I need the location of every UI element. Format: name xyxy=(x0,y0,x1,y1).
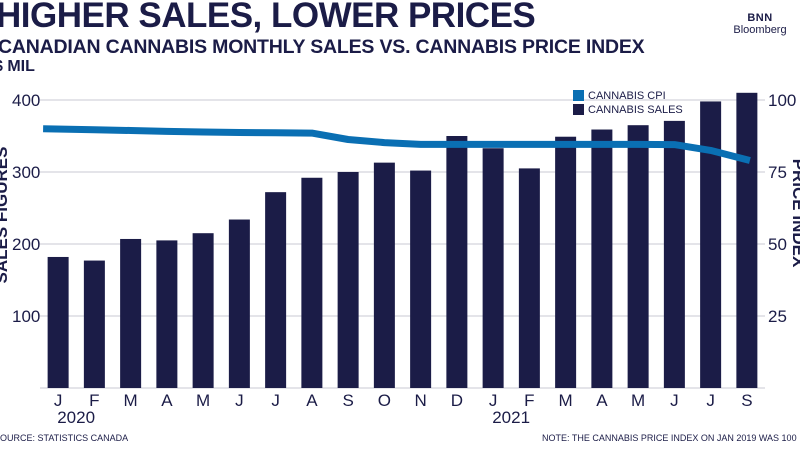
x-tick-label: S xyxy=(342,391,353,410)
legend-swatch-cpi xyxy=(573,90,584,101)
x-tick-label: N xyxy=(414,391,426,410)
bar-sales xyxy=(301,177,323,388)
bar-sales xyxy=(337,172,359,388)
y-right-axis-title: PRICE INDEX xyxy=(789,159,800,268)
x-tick-label: A xyxy=(306,391,318,410)
bar-sales xyxy=(482,148,504,388)
bar-sales xyxy=(410,170,432,388)
x-tick-label: F xyxy=(89,391,99,410)
x-tick-label: M xyxy=(124,391,138,410)
x-tick-label: J xyxy=(271,391,280,410)
legend-label-sales: CANNABIS SALES xyxy=(588,104,683,116)
year-label: 2021 xyxy=(492,408,530,427)
x-tick-label: M xyxy=(631,391,645,410)
y-tick-label: 200 xyxy=(12,235,40,254)
x-tick-label: J xyxy=(670,391,679,410)
x-tick-label: A xyxy=(596,391,608,410)
line-cpi xyxy=(43,125,751,164)
index-note: NOTE: THE CANNABIS PRICE INDEX ON JAN 20… xyxy=(542,433,797,443)
logo-line-1: BNN xyxy=(747,12,773,24)
bar-sales xyxy=(265,192,287,388)
y-axis-title: SALES FIGURES xyxy=(0,147,11,284)
bar-sales xyxy=(518,168,540,388)
bar-sales xyxy=(555,136,577,388)
year-label: 2020 xyxy=(57,408,95,427)
bar-sales xyxy=(446,136,468,388)
x-tick-label: J xyxy=(489,391,498,410)
bar-sales xyxy=(83,260,105,388)
y-right-tick-label: 100 xyxy=(768,91,796,110)
bar-sales xyxy=(700,101,722,388)
bar-sales xyxy=(228,219,250,388)
bnn-bloomberg-logo: BNN Bloomberg xyxy=(725,12,795,36)
chart-subtitle: CANADIAN CANNABIS MONTHLY SALES VS. CANN… xyxy=(0,36,645,58)
x-tick-label: A xyxy=(161,391,173,410)
x-tick-label: J xyxy=(706,391,715,410)
x-tick-label: J xyxy=(54,391,63,410)
x-tick-label: M xyxy=(559,391,573,410)
bar-sales xyxy=(192,233,214,388)
legend-swatch-sales xyxy=(573,104,584,115)
y-right-tick-label: 75 xyxy=(768,163,787,182)
bar-sales xyxy=(591,129,613,388)
x-tick-label: J xyxy=(235,391,244,410)
x-tick-label: S xyxy=(741,391,752,410)
x-tick-label: D xyxy=(451,391,463,410)
x-tick-label: F xyxy=(524,391,534,410)
legend-label-cpi: CANNABIS CPI xyxy=(588,90,666,102)
bar-sales xyxy=(736,92,758,389)
logo-line-2: Bloomberg xyxy=(733,24,787,36)
bar-sales xyxy=(120,238,142,388)
bar-sales xyxy=(627,125,649,388)
bar-sales xyxy=(47,256,69,388)
x-tick-label: M xyxy=(196,391,210,410)
y-tick-label: 100 xyxy=(12,307,40,326)
bar-sales xyxy=(663,120,685,388)
y-tick-label: 400 xyxy=(12,91,40,110)
source-note: SOURCE: STATISTICS CANADA xyxy=(0,433,129,443)
chart-title: HIGHER SALES, LOWER PRICES xyxy=(0,0,536,35)
bar-sales xyxy=(373,162,395,388)
unit-label: $ MIL xyxy=(0,58,35,75)
bar-sales xyxy=(156,240,178,388)
y-right-tick-label: 50 xyxy=(768,235,787,254)
y-tick-label: 300 xyxy=(12,163,40,182)
y-right-tick-label: 25 xyxy=(768,307,787,326)
x-tick-label: O xyxy=(378,391,391,410)
